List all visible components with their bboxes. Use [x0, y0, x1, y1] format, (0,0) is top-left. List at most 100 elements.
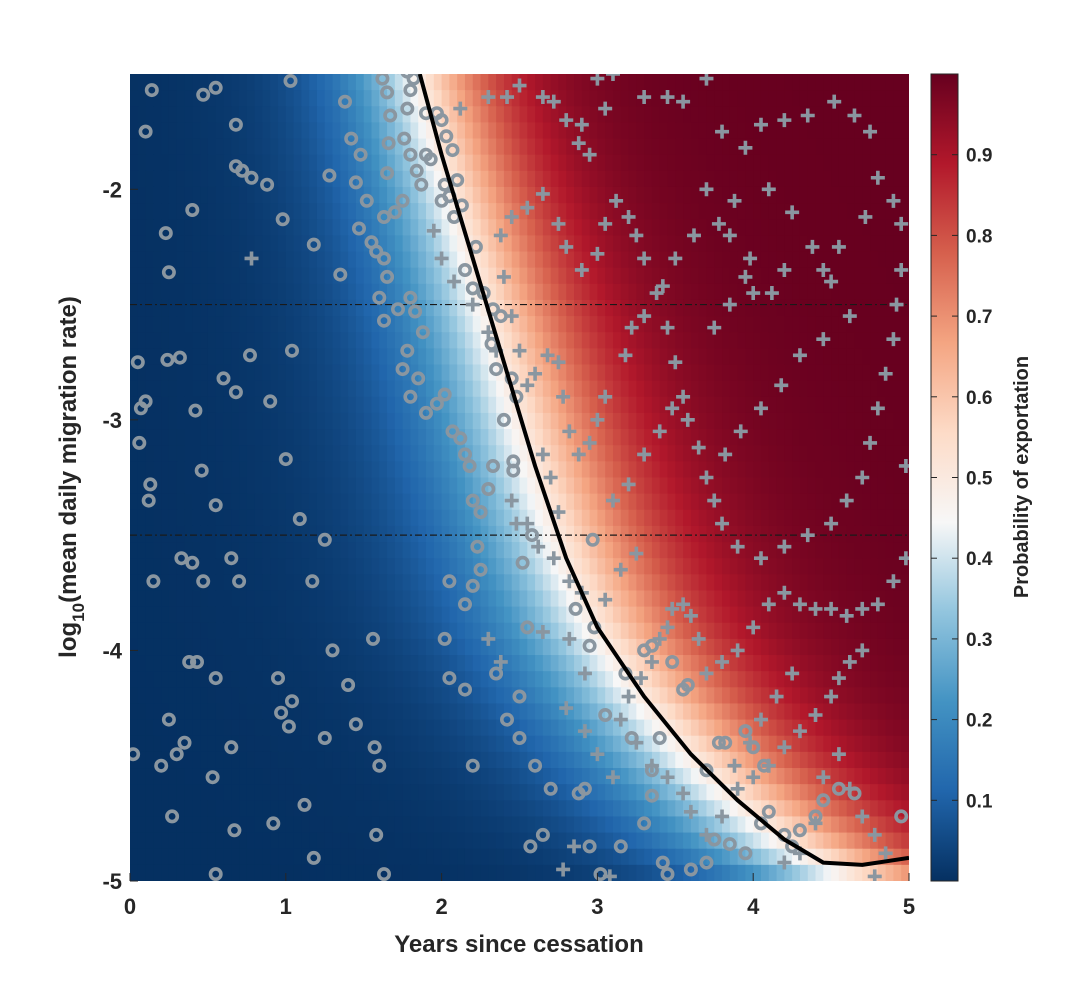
heatmap-cell [566, 655, 575, 672]
heatmap-cell [332, 332, 342, 350]
heatmap-cell [862, 106, 871, 124]
heatmap-cell [636, 493, 645, 511]
heatmap-cell [628, 74, 638, 91]
heatmap-cell [870, 784, 879, 802]
heatmap-cell [239, 106, 248, 124]
heatmap-cell [807, 768, 817, 785]
heatmap-cell [184, 574, 194, 592]
heatmap-cell [262, 380, 272, 398]
heatmap-cell [574, 638, 583, 656]
heatmap-cell [823, 122, 832, 140]
heatmap-cell [246, 558, 256, 576]
heatmap-cell [760, 622, 770, 640]
heatmap-cell [503, 154, 513, 172]
heatmap-cell [223, 606, 233, 624]
heatmap-cell [846, 364, 856, 382]
heatmap-cell [698, 509, 708, 527]
heatmap-cell [137, 283, 147, 301]
heatmap-cell [324, 622, 334, 640]
heatmap-cell [901, 396, 909, 414]
heatmap-cell [519, 703, 529, 721]
heatmap-cell [542, 671, 552, 689]
heatmap-cell [854, 671, 864, 689]
heatmap-cell [854, 606, 864, 624]
heatmap-cell [612, 638, 622, 656]
heatmap-cell [644, 768, 653, 785]
heatmap-cell [644, 735, 653, 753]
heatmap-cell [246, 800, 256, 818]
heatmap-cell [410, 493, 420, 511]
heatmap-cell [644, 122, 653, 140]
heatmap-cell [426, 671, 435, 689]
heatmap-cell [316, 558, 326, 576]
heatmap-cell [612, 380, 622, 398]
heatmap-cell [316, 509, 326, 527]
heatmap-cell [348, 299, 357, 317]
heatmap-cell [823, 90, 832, 108]
heatmap-cell [503, 316, 513, 334]
heatmap-cell [316, 74, 326, 91]
heatmap-cell [246, 735, 256, 753]
heatmap-cell [784, 380, 793, 398]
heatmap-cell [270, 751, 279, 769]
heatmap-cell [145, 267, 155, 285]
heatmap-cell [901, 316, 909, 334]
heatmap-cell [792, 768, 801, 785]
heatmap-cell [799, 235, 809, 253]
heatmap-cell [137, 703, 147, 721]
heatmap-cell [659, 267, 669, 285]
heatmap-cell [885, 106, 895, 124]
heatmap-cell [799, 90, 809, 108]
heatmap-cell [550, 267, 560, 285]
heatmap-cell [387, 638, 396, 656]
heatmap-cell [581, 848, 591, 866]
heatmap-cell [472, 122, 482, 140]
heatmap-cell [137, 719, 147, 737]
heatmap-cell [862, 768, 871, 785]
heatmap-cell [363, 122, 373, 140]
heatmap-cell [605, 203, 614, 221]
heatmap-cell [838, 477, 848, 495]
heatmap-cell [862, 186, 871, 204]
heatmap-cell [612, 687, 622, 705]
heatmap-cell [262, 558, 272, 576]
heatmap-cell [597, 170, 606, 188]
heatmap-cell [239, 816, 248, 834]
heatmap-cell [254, 800, 264, 818]
heatmap-cell [316, 138, 326, 156]
heatmap-cell [332, 477, 342, 495]
heatmap-cell [722, 509, 731, 527]
heatmap-cell [239, 251, 248, 269]
heatmap-cell [410, 412, 420, 430]
heatmap-cell [862, 719, 871, 737]
heatmap-cell [293, 251, 303, 269]
heatmap-cell [301, 638, 310, 656]
heatmap-cell [854, 558, 864, 576]
heatmap-cell [433, 525, 443, 543]
heatmap-cell [550, 412, 560, 430]
heatmap-cell [683, 622, 692, 640]
heatmap-cell [394, 622, 404, 640]
heatmap-cell [316, 332, 326, 350]
heatmap-cell [464, 412, 474, 430]
heatmap-cell [831, 655, 840, 672]
heatmap-cell [581, 816, 591, 834]
heatmap-cell [589, 90, 599, 108]
heatmap-cell [620, 751, 630, 769]
heatmap-cell [161, 251, 170, 269]
heatmap-cell [464, 251, 474, 269]
heatmap-cell [332, 687, 342, 705]
heatmap-cell [566, 864, 575, 881]
heatmap-cell [332, 655, 342, 672]
heatmap-cell [215, 106, 225, 124]
heatmap-cell [737, 864, 747, 881]
heatmap-cell [394, 832, 404, 850]
heatmap-cell [854, 445, 864, 463]
heatmap-cell [348, 558, 357, 576]
heatmap-cell [363, 735, 373, 753]
heatmap-cell [254, 606, 264, 624]
heatmap-cell [768, 606, 778, 624]
heatmap-cell [207, 784, 217, 802]
heatmap-cell [371, 412, 381, 430]
heatmap-cell [753, 493, 762, 511]
